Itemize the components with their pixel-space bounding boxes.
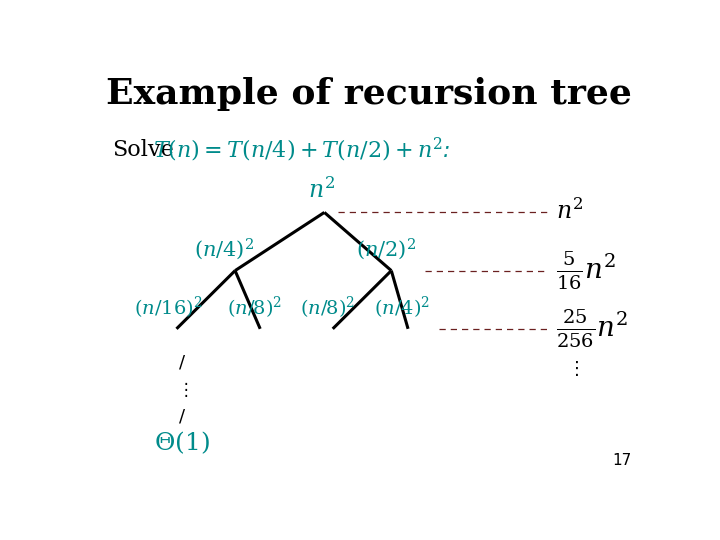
Text: $(n/4)^2$: $(n/4)^2$ <box>194 237 254 262</box>
Text: 17: 17 <box>612 453 631 468</box>
Text: $(n/4)^2$: $(n/4)^2$ <box>374 294 431 321</box>
Text: $n^2$: $n^2$ <box>556 198 583 224</box>
Text: $(n/2)^2$: $(n/2)^2$ <box>356 237 415 262</box>
Text: $\Theta(1)$: $\Theta(1)$ <box>154 430 210 456</box>
Text: $\frac{5}{16}n^2$: $\frac{5}{16}n^2$ <box>556 249 616 292</box>
Text: $T(n) = T(n/4) + T(n/2) + n^2$:: $T(n) = T(n/4) + T(n/2) + n^2$: <box>153 136 451 164</box>
Text: $(n/8)^2$: $(n/8)^2$ <box>227 294 282 321</box>
Text: $\frac{25}{256}n^2$: $\frac{25}{256}n^2$ <box>556 308 628 350</box>
Text: $\vdots$: $\vdots$ <box>567 359 579 378</box>
Text: Solve: Solve <box>112 139 174 161</box>
Text: $\vdots$: $\vdots$ <box>176 380 188 399</box>
Text: Example of recursion tree: Example of recursion tree <box>106 77 632 111</box>
Text: $(n/8)^2$: $(n/8)^2$ <box>300 294 355 321</box>
Text: $n^2$: $n^2$ <box>308 178 335 203</box>
Text: $/$: $/$ <box>178 353 186 371</box>
Text: $/$: $/$ <box>178 407 186 425</box>
Text: $(n/16)^2$: $(n/16)^2$ <box>134 294 202 321</box>
